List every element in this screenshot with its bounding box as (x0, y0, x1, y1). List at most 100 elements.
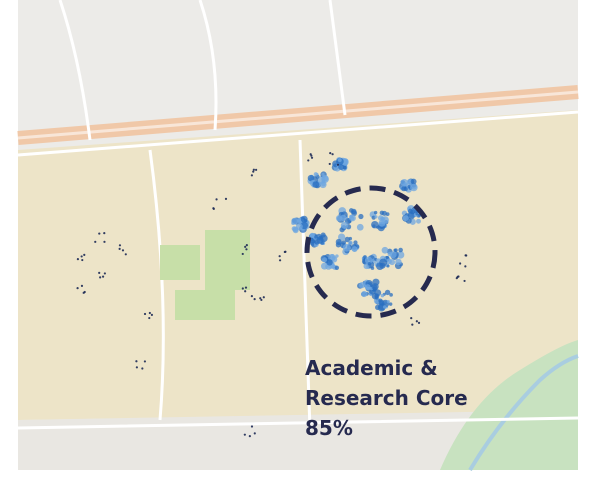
activity-dot (398, 247, 403, 253)
activity-dots (76, 151, 468, 438)
activity-dot (248, 435, 251, 438)
activity-dot (250, 295, 253, 298)
activity-dot (410, 209, 415, 215)
activity-dot (252, 168, 255, 171)
activity-dot (365, 284, 371, 290)
highlight-circle (304, 185, 438, 319)
activity-dot (150, 313, 154, 316)
annotation-line: Academic & (305, 356, 438, 380)
activity-dot (291, 217, 299, 225)
activity-dot (386, 258, 392, 265)
activity-dot (464, 265, 467, 268)
activity-dot (361, 290, 368, 298)
activity-dot (384, 289, 391, 296)
activity-dot (372, 224, 376, 228)
activity-dot (241, 252, 244, 256)
activity-dot (356, 223, 364, 231)
activity-dot (259, 297, 262, 300)
activity-dot (410, 183, 418, 192)
activity-dot (224, 197, 228, 200)
activity-dot (340, 221, 349, 229)
activity-dot (313, 172, 318, 177)
activity-dot (358, 282, 366, 289)
activity-dot (378, 299, 385, 306)
activity-dot (320, 232, 326, 238)
activity-dot (353, 240, 358, 245)
activity-dot (118, 244, 122, 247)
activity-dot (314, 239, 320, 245)
activity-dot (389, 293, 393, 297)
activity-dot (320, 262, 329, 270)
activity-dot (253, 298, 256, 301)
activity-dot (244, 286, 248, 289)
activity-dot (321, 172, 325, 176)
activity-dot (396, 251, 405, 259)
activity-dot (103, 240, 106, 243)
activity-dot (307, 174, 315, 182)
activity-dot (118, 247, 121, 250)
activity-dot (395, 258, 402, 266)
activity-dot (364, 256, 373, 265)
activity-dot (463, 279, 466, 283)
activity-dot (262, 296, 265, 299)
activity-dot (310, 156, 314, 159)
activity-dot (381, 210, 387, 216)
activity-dot (381, 246, 389, 254)
activity-dot (374, 215, 378, 219)
activity-dot (349, 214, 356, 222)
activity-dot (250, 174, 253, 177)
park (440, 340, 578, 470)
activity-dot (348, 236, 353, 241)
activity-dot (212, 207, 215, 210)
activity-dot (388, 302, 393, 306)
activity-dot (331, 153, 334, 156)
activity-dot (402, 215, 409, 222)
activity-dot (415, 212, 419, 216)
annotation-line: 85% (305, 416, 353, 440)
activity-dot (81, 258, 84, 262)
activity-dot (307, 159, 310, 162)
activity-dot (371, 292, 379, 300)
activity-dot (337, 158, 342, 163)
activity-dot (83, 253, 86, 256)
activity-dot (283, 250, 286, 254)
activity-dot (76, 258, 80, 261)
activity-dot (148, 311, 151, 315)
activity-dot (389, 251, 397, 259)
activity-dot (215, 198, 218, 201)
activity-dot (380, 293, 385, 298)
activity-dot (143, 312, 147, 316)
activity-dot (255, 168, 258, 171)
activity-dot (410, 178, 417, 185)
creek (468, 354, 579, 472)
activity-dot (260, 298, 263, 302)
activity-dot (278, 259, 282, 262)
activity-dot (401, 186, 407, 192)
field (175, 290, 235, 320)
activity-dot (103, 232, 106, 235)
activity-dot (358, 213, 364, 220)
activity-dot (121, 249, 125, 252)
activity-dot (314, 235, 318, 239)
activity-dot (342, 243, 351, 252)
activity-dot (295, 223, 303, 231)
activity-dot (321, 257, 328, 263)
activity-dot (135, 366, 138, 369)
activity-dot (386, 264, 390, 268)
activity-dot (400, 178, 409, 187)
activity-dot (252, 170, 255, 173)
activity-dot (348, 208, 354, 213)
activity-dot (378, 219, 386, 227)
activity-dot (338, 164, 345, 171)
activity-dot (243, 433, 246, 436)
activity-dot (80, 255, 83, 258)
activity-dot (329, 151, 332, 155)
activity-dot (373, 210, 378, 215)
frontage-road (17, 110, 579, 157)
activity-dot (367, 262, 372, 266)
activity-dot (326, 259, 333, 266)
activity-dot (148, 316, 151, 320)
activity-dot (411, 323, 414, 326)
activity-dot (245, 248, 248, 251)
